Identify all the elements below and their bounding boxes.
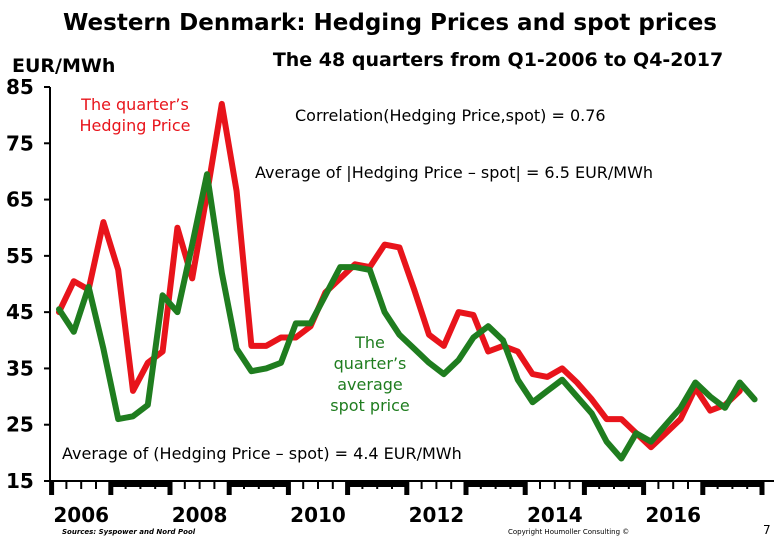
correlation-annotation: Correlation(Hedging Price,spot) = 0.76 [295,106,606,125]
y-tick-label: 55 [6,244,34,268]
page-number: 7 [763,523,771,537]
hedging-series-label: The quarter’s Hedging Price [79,95,190,135]
y-tick-label: 85 [6,75,34,99]
x-tick-label: 2010 [290,503,346,527]
spot-series-label: The quarter’s average spot price [330,333,409,415]
spot-label-line: spot price [330,396,409,415]
avg-abs-diff-annotation: Average of |Hedging Price – spot| = 6.5 … [255,163,653,182]
y-axis-unit-label: EUR/MWh [12,55,115,77]
series-layer [56,100,758,462]
hedging-label-line: Hedging Price [79,116,190,135]
spot-label-line: average [337,375,403,394]
x-tick-label: 2016 [645,503,701,527]
axes [49,87,774,482]
y-tick-label: 75 [6,131,34,155]
avg-diff-annotation: Average of (Hedging Price – spot) = 4.4 … [62,444,462,463]
spot-label-line: quarter’s [334,354,407,373]
hedging-price-line [56,100,743,451]
y-tick-label: 25 [6,413,34,437]
chart-title: Western Denmark: Hedging Prices and spot… [63,10,717,36]
x-tick-label: 2008 [172,503,228,527]
x-tick-label: 2006 [53,503,109,527]
copyright-note: Copyright Houmoller Consulting © [508,528,629,536]
x-axis-ticks: 2006 2008 2010 2012 2014 2016 [49,481,765,527]
y-tick-label: 35 [6,356,34,380]
y-tick-label: 65 [6,188,34,212]
spot-label-line: The [354,333,385,352]
x-tick-label: 2012 [409,503,465,527]
y-tick-label: 45 [6,300,34,324]
chart-subtitle: The 48 quarters from Q1-2006 to Q4-2017 [273,49,723,71]
hedging-label-line: The quarter’s [80,95,189,114]
sources-note: Sources: Syspower and Nord Pool [62,528,196,536]
y-tick-label: 15 [6,469,34,493]
x-tick-label: 2014 [527,503,583,527]
y-axis-ticks: 15 25 35 45 55 65 75 85 [6,75,50,493]
spot-price-line [56,171,758,462]
